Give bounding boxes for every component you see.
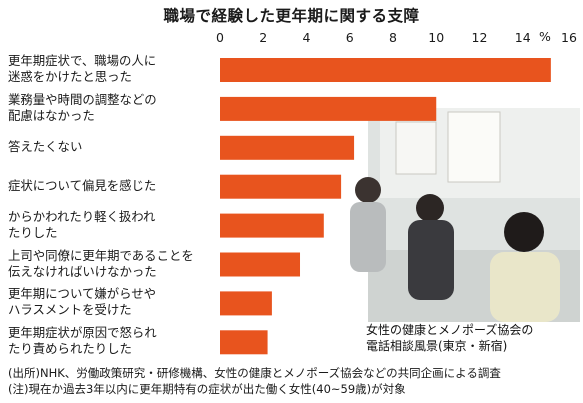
photo-caption-line: 電話相談風景(東京・新宿) [366, 339, 508, 353]
category-label: からかわれたり軽く扱われ たりした [8, 209, 222, 241]
category-label-line: 更年期症状が原因で怒られ [8, 325, 157, 341]
photo-caption-line: 女性の健康とメノポーズ協会の [366, 323, 534, 337]
category-label-line: 上司や同僚に更年期であることを [8, 247, 194, 263]
footnote-note: (注)現在か過去3年以内に更年期特有の症状が出た働く女性(40~59歳)が対象 [8, 382, 406, 396]
photo-person-head [504, 212, 544, 252]
bar [220, 291, 272, 316]
category-label-line: 答えたくない [8, 138, 83, 154]
bar [220, 213, 324, 238]
category-label-line: 配慮はなかった [8, 107, 95, 123]
category-label: 業務量や時間の調整などの 配慮はなかった [8, 92, 222, 124]
x-tick-label: 8 [389, 30, 397, 45]
category-label-line: たり責められたりした [8, 341, 132, 357]
photo-person-head [355, 177, 381, 203]
category-label-line: ハラスメントを受けた [8, 302, 132, 318]
category-label: 答えたくない [8, 139, 222, 155]
x-tick-label: 2 [259, 30, 268, 45]
photo-person-body [490, 252, 560, 322]
category-label-line: 迷惑をかけたと思った [8, 69, 132, 84]
x-tick-label: 4 [302, 30, 311, 45]
unit-label: % [539, 29, 551, 44]
category-label-line: 更年期症状で、職場の人に [8, 53, 157, 68]
bar [220, 174, 342, 199]
photo-poster [395, 121, 437, 175]
photo-person-body [350, 202, 386, 272]
photo-caption: 女性の健康とメノポーズ協会の 電話相談風景(東京・新宿) [366, 322, 580, 354]
category-label-line: 更年期について嫌がらせや [8, 286, 157, 302]
bar [220, 135, 355, 160]
category-label-line: たりした [8, 224, 58, 240]
category-label: 上司や同僚に更年期であることを 伝えなければいけなかった [8, 248, 222, 280]
photo-poster [447, 111, 501, 183]
bar [220, 96, 437, 121]
footnote-source: (出所)NHK、労働政策研究・研修機構、女性の健康とメノポーズ協会などの共同企画… [8, 366, 501, 380]
x-tick-label: 6 [345, 30, 354, 45]
category-label-line: 伝えなければいけなかった [8, 263, 157, 279]
x-tick-label: 14 [514, 30, 531, 45]
category-label: 更年期について嫌がらせや ハラスメントを受けた [8, 286, 222, 318]
bar [220, 58, 551, 82]
x-tick-label: 0 [216, 30, 224, 45]
category-label-line: 業務量や時間の調整などの [8, 91, 157, 107]
category-label: 症状について偏見を感じた [8, 178, 222, 194]
bar [220, 252, 301, 277]
chart-title: 職場で経験した更年期に関する支障 [163, 7, 420, 25]
x-tick-label: 10 [428, 30, 445, 45]
photo-person-head [416, 194, 444, 222]
category-label-line: 症状について偏見を感じた [8, 177, 157, 193]
category-label-line: からかわれたり軽く扱われ [8, 208, 156, 224]
bar [220, 330, 268, 355]
category-label: 更年期症状で、職場の人に 迷惑をかけたと思った [8, 53, 222, 85]
x-tick-label: 16 [561, 30, 577, 45]
category-label: 更年期症状が原因で怒られ たり責められたりした [8, 325, 222, 357]
photo-person-body [408, 220, 454, 300]
x-tick-label: 12 [471, 30, 488, 45]
